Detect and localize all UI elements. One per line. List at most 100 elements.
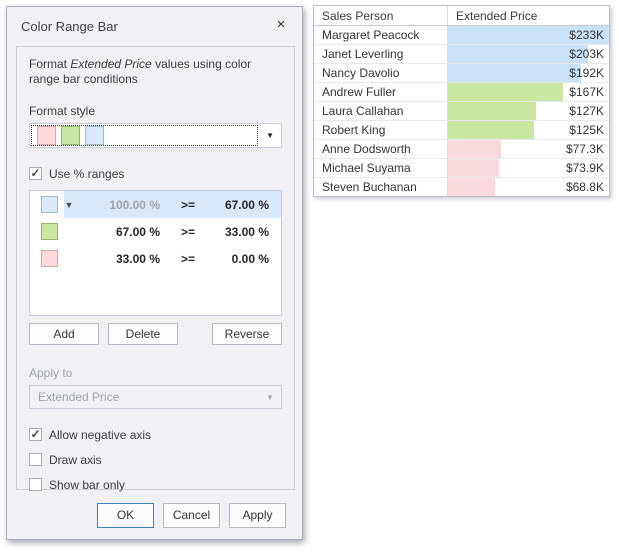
option-label: Show bar only (49, 477, 126, 492)
value-range-bar (448, 83, 564, 101)
dialog-content-panel: Format Extended Price values using color… (16, 46, 295, 492)
extended-price-cell: $203K (448, 45, 609, 63)
options-group: ✓ Allow negative axis Draw axis Show bar on… (29, 427, 282, 492)
sales-grid: Sales Person Extended Price Margaret Pea… (313, 5, 610, 197)
extended-price-cell: $127K (448, 102, 609, 120)
swatch-dropdown-caret-icon[interactable]: ▼ (64, 199, 74, 210)
extended-price-cell: $125K (448, 121, 609, 139)
sales-person-cell: Margaret Peacock (314, 26, 448, 44)
option-checkbox-allow-negative-axis[interactable]: ✓ Allow negative axis (29, 427, 282, 442)
range-color-swatch[interactable] (41, 223, 58, 240)
extended-price-value: $167K (569, 85, 604, 99)
checkbox-icon[interactable] (29, 453, 42, 466)
column-header-sales-person[interactable]: Sales Person (314, 6, 448, 25)
format-style-label: Format style (29, 104, 96, 118)
sales-person-cell: Anne Dodsworth (314, 140, 448, 158)
apply-to-dropdown-disabled: Extended Price ▼ (29, 385, 282, 409)
value-range-bar (448, 45, 589, 63)
table-row[interactable]: Janet Leverling $203K (314, 45, 609, 64)
table-row[interactable]: Nancy Davolio $192K (314, 64, 609, 83)
sales-person-cell: Nancy Davolio (314, 64, 448, 82)
delete-button[interactable]: Delete (108, 323, 178, 345)
extended-price-cell: $68.8K (448, 178, 609, 196)
range-to-value[interactable]: 33.00 % (224, 224, 269, 239)
value-range-bar (448, 26, 609, 44)
extended-price-value: $127K (569, 104, 604, 118)
extended-price-value: $233K (569, 28, 604, 42)
use-percent-ranges-label: Use % ranges (49, 166, 125, 181)
table-row[interactable]: Michael Suyama $73.9K (314, 159, 609, 178)
range-row[interactable]: 33.00 % >= 0.00 % (30, 245, 281, 272)
sales-person-cell: Robert King (314, 121, 448, 139)
range-operator: >= (180, 197, 195, 212)
range-to-value[interactable]: 0.00 % (231, 251, 269, 266)
option-label: Draw axis (49, 452, 102, 467)
description-suffix: values using color range bar conditions (29, 57, 252, 86)
range-to-value[interactable]: 67.00 % (224, 197, 269, 212)
extended-price-value: $203K (569, 47, 604, 61)
extended-price-cell: $167K (448, 83, 609, 101)
table-row[interactable]: Steven Buchanan $68.8K (314, 178, 609, 196)
apply-button[interactable]: Apply (229, 503, 286, 528)
dialog-title: Color Range Bar (21, 19, 118, 34)
apply-to-value: Extended Price (38, 390, 120, 404)
add-button[interactable]: Add (29, 323, 99, 345)
range-color-swatch[interactable] (41, 196, 58, 213)
value-range-bar (448, 64, 581, 82)
format-description: Format Extended Price values using color… (29, 57, 282, 87)
extended-price-cell: $233K (448, 26, 609, 44)
extended-price-cell: $77.3K (448, 140, 609, 158)
table-row[interactable]: Anne Dodsworth $77.3K (314, 140, 609, 159)
range-color-swatch[interactable] (41, 250, 58, 267)
range-operator: >= (180, 224, 195, 239)
extended-price-value: $125K (569, 123, 604, 137)
ok-button[interactable]: OK (97, 503, 154, 528)
reverse-button[interactable]: Reverse (212, 323, 282, 345)
range-row[interactable]: ▼ 100.00 % >= 67.00 % (30, 191, 281, 218)
sales-person-cell: Andrew Fuller (314, 83, 448, 101)
sales-person-cell: Laura Callahan (314, 102, 448, 120)
value-range-bar (448, 140, 502, 158)
sales-person-cell: Steven Buchanan (314, 178, 448, 196)
option-label: Allow negative axis (49, 427, 152, 442)
extended-price-value: $192K (569, 66, 604, 80)
table-row[interactable]: Andrew Fuller $167K (314, 83, 609, 102)
extended-price-value: $77.3K (565, 142, 604, 156)
option-checkbox-show-bar-only[interactable]: Show bar only (29, 477, 282, 492)
ranges-list[interactable]: ▼ 100.00 % >= 67.00 % 67.00 % >= 33.00 % 33.00 … (29, 190, 282, 316)
value-range-bar (448, 159, 500, 177)
dialog-title-bar[interactable]: Color Range Bar × (7, 7, 302, 41)
table-row[interactable]: Margaret Peacock $233K (314, 26, 609, 45)
green-swatch-icon (61, 126, 80, 145)
column-header-extended-price[interactable]: Extended Price (456, 9, 538, 23)
description-field-name: Extended Price (70, 57, 152, 71)
sales-person-cell: Michael Suyama (314, 159, 448, 177)
extended-price-cell: $192K (448, 64, 609, 82)
range-operator: >= (180, 251, 195, 266)
chevron-down-icon: ▼ (266, 393, 274, 402)
ranges-buttons-row: Add Delete Reverse (29, 323, 282, 345)
value-range-bar (448, 102, 536, 120)
range-row[interactable]: 67.00 % >= 33.00 % (30, 218, 281, 245)
format-style-dropdown[interactable]: ▼ (29, 123, 282, 148)
range-from-value[interactable]: 33.00 % (115, 251, 160, 266)
close-icon[interactable]: × (276, 16, 286, 33)
color-range-bar-dialog: Color Range Bar × Format Extended Price … (6, 6, 303, 540)
extended-price-cell: $73.9K (448, 159, 609, 177)
option-checkbox-draw-axis[interactable]: Draw axis (29, 452, 282, 467)
checkbox-icon[interactable]: ✓ (29, 427, 42, 441)
range-from-value[interactable]: 67.00 % (115, 224, 160, 239)
dialog-footer: OK Cancel Apply (97, 503, 286, 528)
checkbox-icon[interactable] (29, 478, 42, 491)
pink-swatch-icon (37, 126, 56, 145)
checkbox-icon[interactable]: ✓ (29, 166, 42, 180)
extended-price-value: $68.8K (565, 180, 604, 194)
range-from-value[interactable]: 100.00 % (109, 197, 160, 212)
use-percent-ranges-checkbox[interactable]: ✓ Use % ranges (29, 165, 282, 182)
table-row[interactable]: Laura Callahan $127K (314, 102, 609, 121)
description-prefix: Format (29, 57, 71, 71)
chevron-down-icon[interactable]: ▼ (266, 131, 274, 140)
cancel-button[interactable]: Cancel (163, 503, 220, 528)
value-range-bar (448, 178, 496, 196)
table-row[interactable]: Robert King $125K (314, 121, 609, 140)
